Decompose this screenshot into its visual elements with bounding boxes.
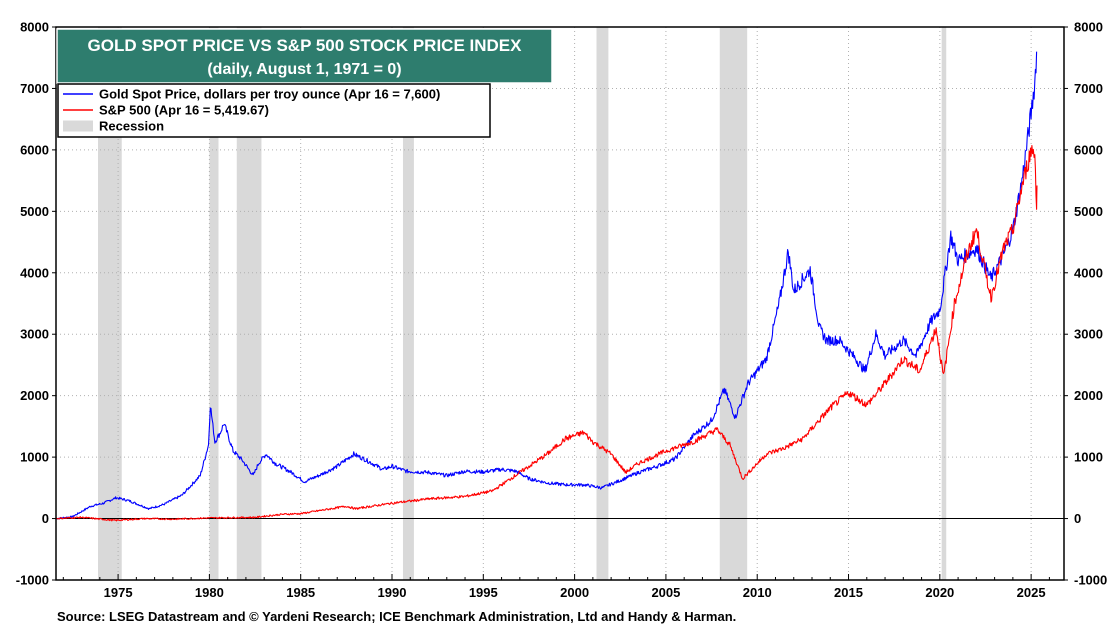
y-tick-label: -1000: [1074, 573, 1107, 588]
series-line-sp500: [55, 145, 1038, 522]
source-note: Source: LSEG Datastream and © Yardeni Re…: [57, 609, 737, 624]
title-background: [56, 28, 553, 84]
y-tick-label: 5000: [20, 204, 49, 219]
x-tick-label: 2020: [925, 585, 954, 600]
recession-band: [941, 27, 947, 580]
y-tick-label: 5000: [1074, 204, 1103, 219]
recession-band: [209, 27, 219, 580]
x-tick-label: 2025: [1017, 585, 1046, 600]
y-tick-label: 6000: [20, 142, 49, 157]
x-tick-label: 2000: [560, 585, 589, 600]
legend-label-gold: Gold Spot Price, dollars per troy ounce …: [99, 87, 440, 102]
recession-band: [402, 27, 414, 580]
y-tick-label: 0: [42, 511, 49, 526]
y-tick-label: 4000: [20, 265, 49, 280]
series-lines: [55, 51, 1038, 522]
legend-box: [57, 83, 491, 138]
x-tick-label: 2010: [743, 585, 772, 600]
x-tick-label: 1975: [104, 585, 133, 600]
chart-title: GOLD SPOT PRICE VS S&P 500 STOCK PRICE I…: [88, 36, 523, 55]
x-tick-label: 1995: [469, 585, 498, 600]
y-tick-label: 6000: [1074, 142, 1103, 157]
x-tick-label: 1985: [286, 585, 315, 600]
recession-band: [719, 27, 748, 580]
y-tick-label: 7000: [20, 81, 49, 96]
y-tick-label: 2000: [1074, 388, 1103, 403]
x-axis: 1975 1980 1985 1990 1995 2000 2005 2010 2015 2020…: [62, 574, 1050, 600]
plot-border: [55, 26, 1065, 581]
legend: Gold Spot Price, dollars per troy ounce …: [57, 83, 491, 138]
legend-swatch-recession: [63, 120, 93, 132]
y-axis-left: -1000 0 1000 2000 3000 4000 5000 6000 7000 8000: [16, 20, 56, 588]
legend-label-sp500: S&P 500 (Apr 16 = 5,419.67): [99, 103, 269, 118]
y-tick-label: -1000: [16, 573, 49, 588]
y-tick-label: 4000: [1074, 265, 1103, 280]
title-box: GOLD SPOT PRICE VS S&P 500 STOCK PRICE I…: [56, 28, 553, 84]
x-tick-label: 2005: [651, 585, 680, 600]
legend-label-recession: Recession: [99, 119, 164, 134]
y-tick-label: 3000: [20, 327, 49, 342]
y-axis-right: -1000 0 1000 2000 3000 4000 5000 6000 7000 8000: [1064, 20, 1107, 588]
y-tick-label: 8000: [1074, 20, 1103, 35]
y-tick-label: 0: [1074, 511, 1081, 526]
y-tick-label: 8000: [20, 20, 49, 35]
recession-band: [596, 27, 609, 580]
y-tick-label: 1000: [20, 450, 49, 465]
x-tick-label: 1980: [195, 585, 224, 600]
x-tick-label: 2015: [834, 585, 863, 600]
series-line-gold: [55, 51, 1038, 520]
x-tick-label: 1990: [378, 585, 407, 600]
recession-band: [98, 27, 122, 580]
gridlines: [56, 27, 1064, 580]
y-tick-label: 3000: [1074, 327, 1103, 342]
y-tick-label: 1000: [1074, 450, 1103, 465]
y-tick-label: 7000: [1074, 81, 1103, 96]
y-tick-label: 2000: [20, 388, 49, 403]
chart-subtitle: (daily, August 1, 1971 = 0): [207, 61, 401, 78]
